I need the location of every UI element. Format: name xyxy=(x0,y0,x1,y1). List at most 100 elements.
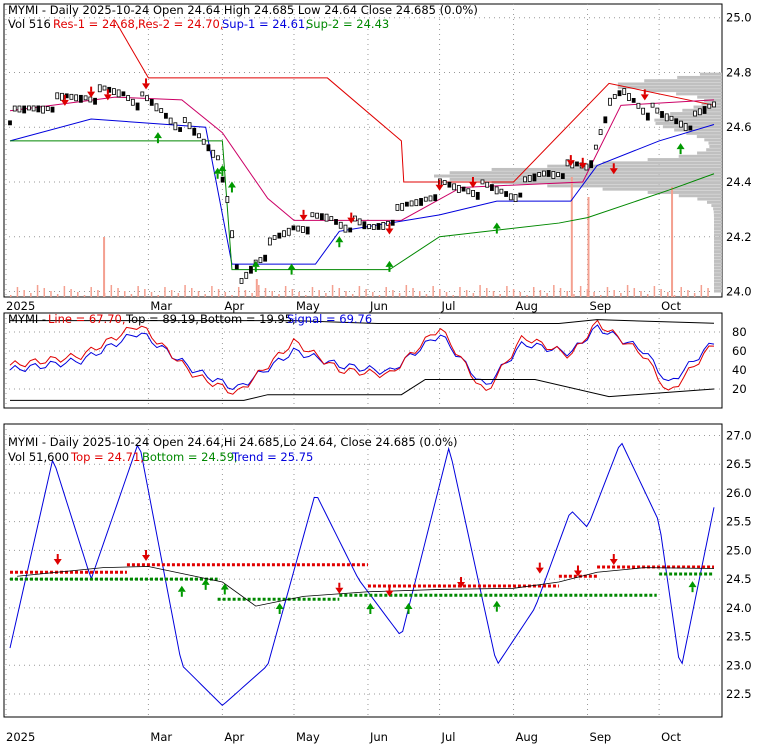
price-bar xyxy=(386,220,390,226)
volume-bar xyxy=(90,287,92,297)
up-arrow xyxy=(227,181,236,188)
price-bar xyxy=(537,172,542,177)
volume-bar xyxy=(305,295,307,297)
up-arrow-stem xyxy=(223,589,226,595)
price-bar xyxy=(197,133,201,139)
price-bar xyxy=(225,196,230,203)
p3-ytick: 25.0 xyxy=(726,543,752,557)
p3-ytick: 25.5 xyxy=(726,515,752,529)
volume-profile-bar xyxy=(654,118,722,122)
res2-line xyxy=(9,96,715,221)
volume-bar xyxy=(144,289,146,297)
y-axis-ticks: 25.0 24.8 24.6 24.4 24.2 24.0 80 60 40 20 27.0 26.5… xyxy=(726,11,752,701)
volume-bar xyxy=(519,292,522,297)
volume-bar xyxy=(331,285,334,297)
price-bar xyxy=(404,201,409,207)
price-bar xyxy=(423,196,428,202)
panel3-legend-trend: Trend = 25.75 xyxy=(231,450,313,464)
down-arrow xyxy=(578,162,587,169)
up-arrow xyxy=(251,260,260,267)
down-arrow xyxy=(435,184,444,191)
volume-profile-bar xyxy=(713,213,722,217)
down-arrow-stem xyxy=(388,223,391,229)
down-arrow xyxy=(335,587,344,594)
volume-profile-bar xyxy=(713,227,722,231)
price-bar xyxy=(433,194,438,202)
price-bar xyxy=(584,163,589,171)
price-bar xyxy=(707,103,712,109)
volume-profile-bar xyxy=(714,253,722,257)
down-arrow-stem xyxy=(643,89,646,95)
volume-bar xyxy=(103,293,106,297)
top-line xyxy=(10,319,715,324)
x-tick-upper: Jul xyxy=(441,299,456,313)
volume-bar xyxy=(255,279,258,297)
volume-profile-bar xyxy=(714,289,722,293)
p1-ytick: 24.6 xyxy=(726,120,752,134)
price-bar xyxy=(603,116,608,124)
up-arrow xyxy=(688,581,697,588)
volume-bar xyxy=(398,293,401,297)
volume-bar xyxy=(385,287,387,297)
trend-line xyxy=(9,442,715,707)
price-bar xyxy=(612,94,617,99)
panel1-legend-sup2: Sup-2 = 24.43 xyxy=(306,17,389,31)
volume-bar xyxy=(606,287,609,297)
volume-bar xyxy=(586,289,589,297)
volume-bar xyxy=(23,290,25,297)
price-bar xyxy=(546,170,551,177)
panel1-title: MYMI - Daily 2025-10-24 Open 24.64 High … xyxy=(8,3,478,17)
volume-bar xyxy=(43,288,46,297)
price-bars xyxy=(8,84,716,284)
volume-bar xyxy=(170,290,173,297)
volume-bar xyxy=(707,288,709,297)
volume-bar xyxy=(418,291,421,297)
down-arrow-stem xyxy=(471,176,474,182)
volume-bar xyxy=(526,295,528,297)
price-bar xyxy=(669,115,674,121)
price-bar xyxy=(17,105,22,113)
price-bar xyxy=(239,278,244,284)
price-bar xyxy=(50,106,55,113)
up-arrow xyxy=(177,585,186,592)
up-arrow-stem xyxy=(278,608,281,614)
volume-bar xyxy=(553,285,555,297)
up-arrow-stem xyxy=(495,228,498,234)
volume-bar xyxy=(626,285,629,297)
volume-bar xyxy=(425,294,428,297)
volume-profile-bar xyxy=(714,266,722,270)
volume-profile-bar xyxy=(674,128,722,132)
volume-bar xyxy=(70,289,72,297)
up-arrow xyxy=(153,132,162,139)
volume-profile-bar xyxy=(713,223,722,227)
price-bar xyxy=(645,112,650,121)
panel2-legend-line: Line = 67.70, xyxy=(48,312,126,326)
volume-bar xyxy=(237,287,240,297)
panel3-legend-top: Top = 24.71, xyxy=(70,450,144,464)
price-bar xyxy=(319,213,324,221)
price-bar xyxy=(74,94,79,102)
price-bar xyxy=(461,186,466,192)
down-arrow xyxy=(385,228,394,235)
volume-bar xyxy=(97,290,99,297)
panel3-legend-vol: Vol 51,600 xyxy=(8,450,69,464)
volume-bar xyxy=(613,290,615,297)
volume-profile-bar xyxy=(697,151,722,155)
down-arrow xyxy=(609,168,618,175)
panel1-legend-vol: Vol 516 xyxy=(8,17,51,31)
volume-profile-bar xyxy=(617,85,722,89)
price-bar xyxy=(348,227,353,233)
volume-profile-bar xyxy=(714,233,722,237)
price-bar xyxy=(367,224,371,229)
volume-profile-bar xyxy=(602,187,722,191)
down-arrow-stem xyxy=(63,94,66,100)
price-bar xyxy=(329,216,334,221)
up-arrow xyxy=(275,602,284,609)
volume-bar xyxy=(211,286,213,297)
volume-profile-bar xyxy=(491,167,722,171)
up-arrow xyxy=(492,222,501,229)
volume-profile-bar xyxy=(434,174,722,178)
up-arrow-stem xyxy=(230,187,233,193)
volume-profile-bar xyxy=(701,102,722,106)
price-bar xyxy=(140,91,145,97)
